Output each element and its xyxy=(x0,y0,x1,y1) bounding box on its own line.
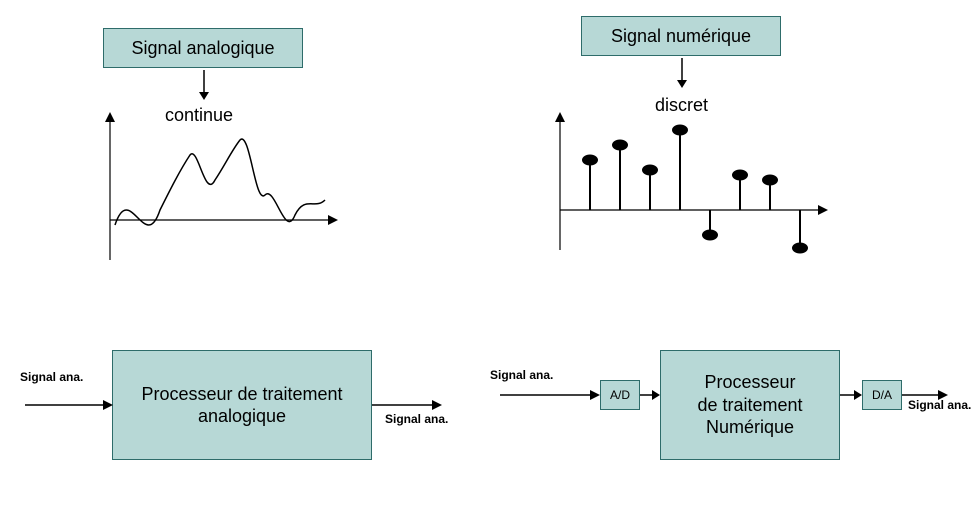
ad-text: A/D xyxy=(610,388,630,402)
ad-converter-box: A/D xyxy=(600,380,640,410)
signal-in-digital-label: Signal ana. xyxy=(490,368,553,382)
analog-processor-text: Processeur de traitement analogique xyxy=(141,383,342,428)
analog-processor-box: Processeur de traitement analogique xyxy=(112,350,372,460)
digital-processor-box: Processeur de traitement Numérique xyxy=(660,350,840,460)
arrow-down-digital-icon xyxy=(676,58,688,90)
signal-in-analog-label: Signal ana. xyxy=(20,370,83,384)
analog-title-box: Signal analogique xyxy=(103,28,303,68)
arrow-proc-to-da-icon xyxy=(840,388,864,402)
signal-out-analog-label: Signal ana. xyxy=(385,412,448,426)
signal-out-analog-text: Signal ana. xyxy=(385,412,448,426)
digital-title-box: Signal numérique xyxy=(581,16,781,56)
analog-title-text: Signal analogique xyxy=(131,38,274,59)
arrow-out-da-icon xyxy=(902,388,950,402)
signal-in-digital-text: Signal ana. xyxy=(490,368,553,382)
arrow-ad-to-proc-icon xyxy=(640,388,662,402)
arrow-into-ad-icon xyxy=(500,388,602,402)
da-text: D/A xyxy=(872,388,892,402)
digital-title-text: Signal numérique xyxy=(611,26,751,47)
digital-signal-chart xyxy=(540,110,840,270)
arrow-down-analog-icon xyxy=(198,70,210,102)
arrow-into-analog-proc-icon xyxy=(25,398,115,412)
da-converter-box: D/A xyxy=(862,380,902,410)
analog-signal-chart xyxy=(90,110,350,270)
arrow-out-analog-proc-icon xyxy=(372,398,447,412)
digital-processor-text: Processeur de traitement Numérique xyxy=(697,371,802,439)
signal-in-analog-text: Signal ana. xyxy=(20,370,83,384)
